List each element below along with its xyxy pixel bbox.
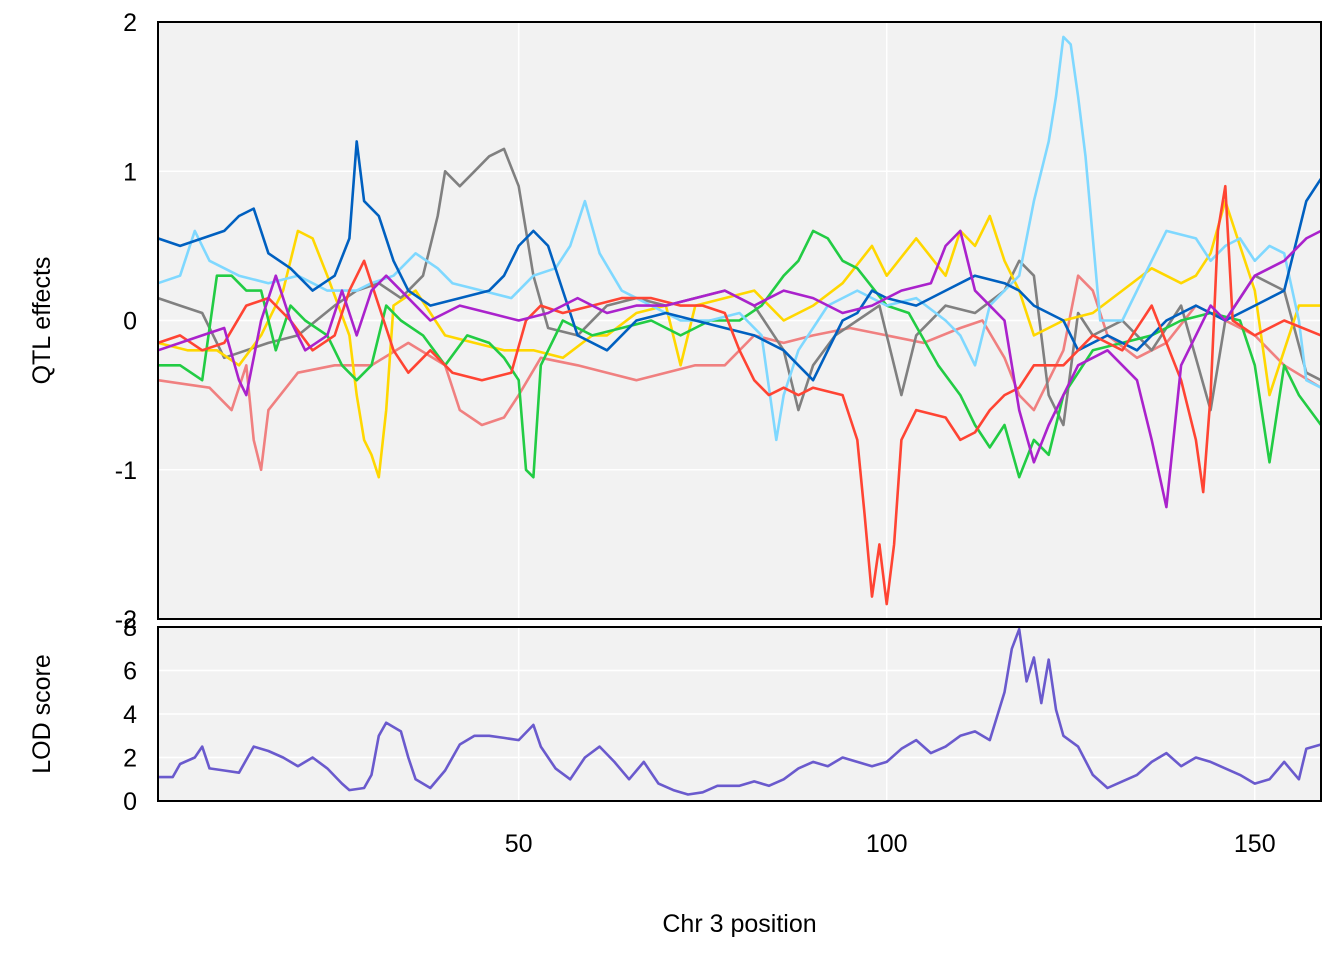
qtl-effects-panel: -2 -1 0 1 2 QTL effects <box>28 9 1323 634</box>
y-tick-label: 0 <box>123 788 137 816</box>
qtl-effect-line-7 <box>157 229 1322 509</box>
x-tick-label: 50 <box>505 830 533 858</box>
y-tick-label: 2 <box>123 745 137 773</box>
y-tick-label: 6 <box>123 658 137 686</box>
lod-score-panel: 0 2 4 6 8 50 100 150 LOD score <box>28 614 1322 858</box>
x-tick-label: 150 <box>1234 830 1276 858</box>
lod-score-y-tick-labels: 0 2 4 6 8 <box>123 614 137 816</box>
lod-score-y-axis-label: LOD score <box>28 654 56 773</box>
qtl-effects-plot-border <box>157 21 1322 620</box>
y-tick-label: 4 <box>123 701 137 729</box>
lod-score-plot-border <box>157 626 1322 802</box>
qtl-effects-y-tick-labels: -2 -1 0 1 2 <box>115 9 137 634</box>
qtl-effect-line-6 <box>157 184 1322 606</box>
y-tick-label: -1 <box>115 457 137 485</box>
lod-score-line-0 <box>158 627 1322 796</box>
y-tick-label: 2 <box>123 9 137 37</box>
qtl-effects-series-group <box>157 35 1323 606</box>
y-tick-label: -2 <box>115 606 137 634</box>
y-tick-label: 1 <box>123 158 137 186</box>
x-tick-label: 100 <box>866 830 908 858</box>
qtl-effect-line-2 <box>157 199 1321 479</box>
x-axis-label: Chr 3 position <box>662 910 816 938</box>
y-tick-label: 0 <box>123 308 137 336</box>
y-tick-label: 8 <box>123 614 137 642</box>
x-axis-tick-labels: 50 100 150 <box>505 830 1276 858</box>
qtl-effects-y-axis-label: QTL effects <box>28 257 56 385</box>
lod-score-series-group <box>158 627 1322 796</box>
qtl-effect-line-5 <box>157 140 1323 382</box>
